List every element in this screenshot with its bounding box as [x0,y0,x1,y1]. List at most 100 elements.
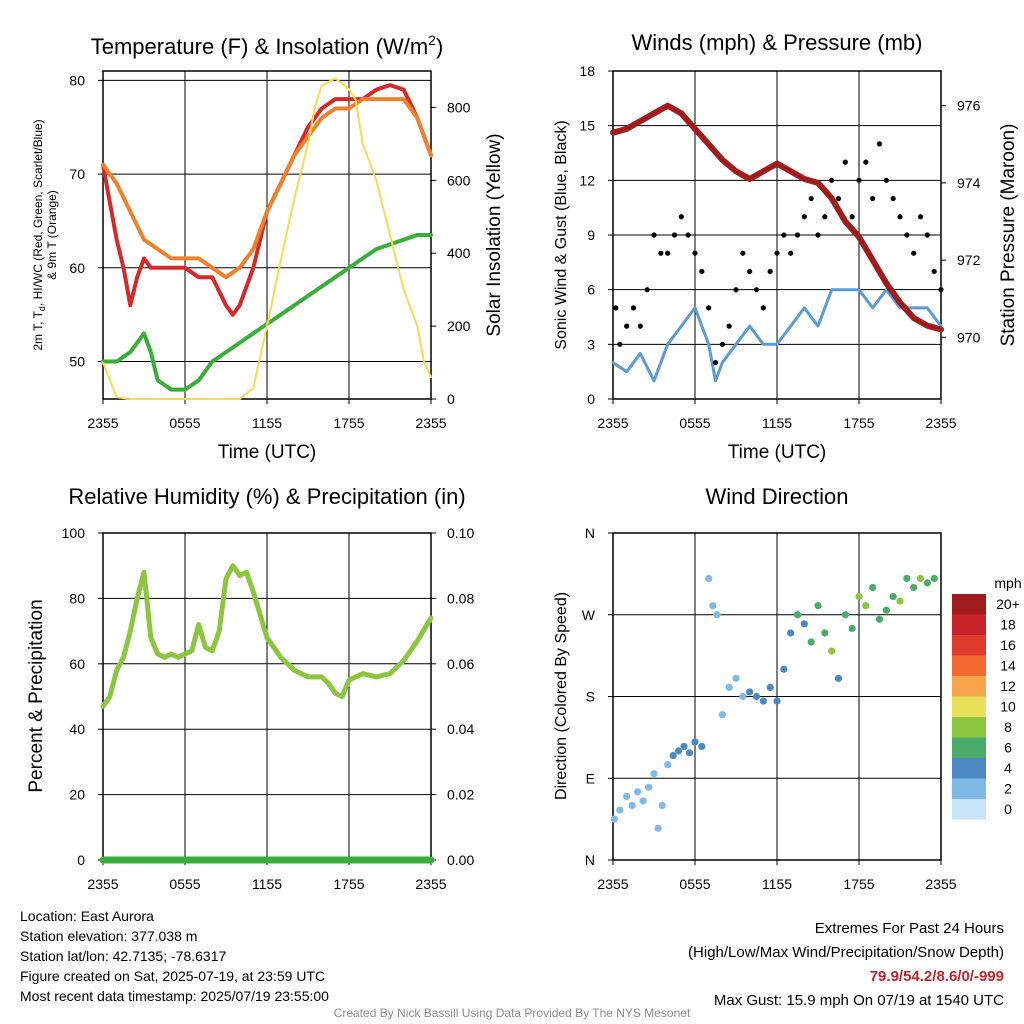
y-tick-label: W [582,607,596,623]
direction-point [793,611,802,619]
extremes-title: Extremes For Past 24 Hours [814,920,1004,937]
x-tick-label: 1155 [762,415,792,431]
extremes-fields: (High/Low/Max Wind/Precipitation/Snow De… [688,944,1004,961]
gust-point [856,177,862,183]
gust-point [747,268,753,275]
y-tick-label: 0 [587,391,595,407]
y-tick-label-right: 0.00 [447,852,474,868]
y-tick-label-right: 972 [957,252,981,268]
gust-point [637,323,643,329]
gust-point [781,232,787,238]
x-tick-label: 2355 [415,415,446,431]
gust-point [651,232,657,238]
direction-point [848,624,856,632]
legend-swatch [952,635,986,656]
direction-point [875,615,884,623]
direction-point [752,692,761,701]
legend-label: 12 [1000,678,1016,694]
legend-swatch [952,594,986,615]
direction-point [628,801,636,810]
direction-point [930,574,938,583]
extremes-info: Extremes For Past 24 Hours (High/Low/Max… [688,917,1004,1013]
y-tick-label-right: 970 [957,329,981,345]
legend-label: 16 [1000,637,1016,653]
gust-point [719,341,725,347]
legend-swatch [952,799,986,820]
legend-swatch [952,614,986,635]
direction-point [828,647,836,655]
gust-point [613,305,619,311]
y-axis-label-right: Station Pressure (Maroon) [998,124,1019,347]
x-tick-label: 1155 [762,876,792,892]
legend-label: 14 [1000,658,1016,674]
y-tick-label: 9 [587,227,595,243]
gust-point [924,232,930,238]
chart-title-temperature: Temperature (F) & Insolation (W/m2) [91,32,444,59]
y-axis-label: 2m T, Td, HI/WC (Red, Green, Scarlet/Blu… [31,119,47,350]
legend-label: 20+ [996,596,1020,612]
direction-point [882,606,890,614]
x-tick-label: 0555 [169,415,200,431]
x-tick-label: 2355 [597,876,628,892]
gust-point [665,250,671,256]
y-axis-label-right: Solar Insolation (Yellow) [484,133,505,336]
y-tick-label: S [586,689,595,705]
legend-label: 8 [1004,719,1012,735]
direction-point [896,597,904,605]
direction-point [675,747,683,755]
gust-point [760,305,766,311]
gust-point [699,268,705,275]
x-tick-label: 1155 [252,415,282,431]
gust-point [911,250,917,256]
y-tick-label: 15 [579,118,595,134]
temperature-series-line [101,97,433,280]
x-tick-label: 0555 [169,876,200,892]
chart-title-humidity: Relative Humidity (%) & Precipitation (i… [68,484,465,509]
gust-point [883,177,889,183]
y-tick-label: 12 [579,172,595,188]
legend-swatch [952,676,986,697]
chart-title-direction: Wind Direction [705,484,848,509]
y-tick-label-right: 976 [957,98,981,114]
gust-point [870,195,876,202]
station-elevation: Station elevation: 377.038 m [20,928,198,944]
gust-point [740,250,746,256]
credit-line: Created By Nick Bassill Using Data Provi… [333,1006,691,1020]
gust-point [849,214,855,220]
gust-point [876,141,883,147]
direction-point [746,688,754,696]
recent-timestamp: Most recent data timestamp: 2025/07/19 2… [20,988,329,1004]
humidity-line [100,563,434,709]
wind-line [611,288,943,383]
direction-point [814,602,822,610]
direction-point [634,788,642,796]
x-axis-label: Time (UTC) [728,442,827,463]
direction-point [732,674,740,682]
gust-point [938,287,944,293]
direction-point [780,665,788,673]
direction-point [773,697,781,705]
x-tick-label: 2355 [415,876,446,892]
legend-swatch [952,696,986,717]
gust-point [890,195,896,202]
chart-title-winds: Winds (mph) & Pressure (mb) [632,30,923,55]
y-tick-label: 100 [62,525,86,541]
direction-point [855,592,863,601]
gust-point [794,232,801,238]
gust-point [904,232,910,238]
station-info: Location: East Aurora Station elevation:… [20,906,329,1006]
y-axis-label: Sonic Wind & Gust (Blue, Black) [553,120,570,349]
y-tick-label: 3 [587,336,595,352]
x-axis-label: Time (UTC) [218,442,317,463]
x-tick-label: 0555 [679,415,710,431]
direction-point [705,574,713,583]
x-tick-label: 2355 [87,415,118,431]
y-tick-label: 60 [69,656,85,672]
legend-swatch [952,737,986,758]
direction-point [654,824,662,832]
y-tick-label: 20 [69,787,85,803]
direction-point [718,711,726,719]
direction-point [664,761,672,769]
legend-label: 18 [1000,617,1016,633]
direction-point [910,583,918,592]
